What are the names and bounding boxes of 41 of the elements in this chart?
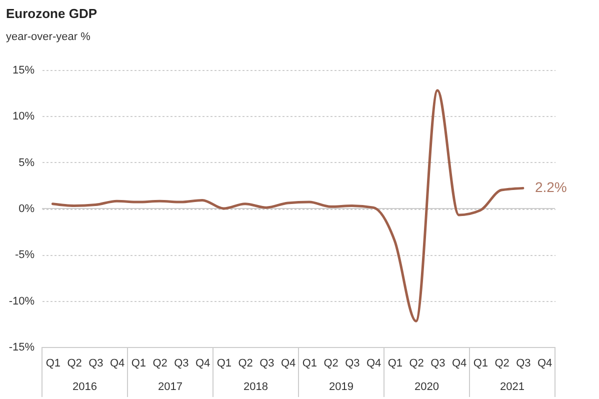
line-series bbox=[51, 89, 524, 322]
x-tick-label: Q1 bbox=[46, 358, 61, 370]
x-tick-label: Q4 bbox=[110, 358, 125, 370]
text: 2020 bbox=[414, 381, 439, 393]
x-tick-label: Q2 bbox=[238, 358, 253, 370]
y-tick-label: 15% bbox=[12, 64, 35, 76]
x-tick-label: Q1 bbox=[473, 358, 488, 370]
x-tick-label: Q1 bbox=[131, 358, 146, 370]
x-tick-label: Q3 bbox=[260, 358, 274, 370]
x-tick-label: Q4 bbox=[280, 358, 296, 370]
text: 2018 bbox=[244, 381, 268, 393]
x-tick-label: Q4 bbox=[195, 358, 210, 370]
y-tick-label: 0% bbox=[18, 203, 35, 215]
x-tick-label: Q3 bbox=[345, 358, 360, 370]
y-tick-label: -5% bbox=[14, 249, 35, 262]
x-tick-label: Q3 bbox=[430, 358, 446, 370]
x-tick-label: Q2 bbox=[409, 358, 424, 370]
text: 2016 bbox=[72, 381, 97, 393]
x-tick-label: Q1 bbox=[388, 358, 403, 370]
y-tick-label: 10% bbox=[12, 110, 35, 123]
text: 2017 bbox=[158, 381, 182, 393]
x-tick-label: Q4 bbox=[452, 358, 467, 370]
chart-subtitle: year-over-year % bbox=[6, 31, 91, 43]
y-tick-label: -10% bbox=[8, 295, 35, 308]
x-tick-label: Q4 bbox=[366, 358, 382, 370]
x-tick-label: Q2 bbox=[67, 358, 82, 370]
x-tick-label: Q1 bbox=[302, 358, 318, 370]
data-label: 2.2% bbox=[534, 179, 567, 196]
x-tick-label: Q3 bbox=[88, 358, 104, 370]
y-tick-label: 5% bbox=[18, 156, 35, 169]
x-tick-label: Q2 bbox=[152, 358, 168, 370]
text: 2019 bbox=[329, 381, 354, 393]
x-tick-label: Q1 bbox=[216, 358, 232, 370]
text: 2021 bbox=[500, 381, 524, 393]
x-tick-label: Q3 bbox=[174, 358, 189, 370]
x-tick-label: Q4 bbox=[537, 358, 552, 370]
x-tick-label: Q2 bbox=[324, 358, 338, 370]
chart-title: Eurozone GDP bbox=[6, 6, 98, 21]
y-tick-label: -15% bbox=[8, 342, 35, 354]
x-tick-label: Q3 bbox=[516, 358, 531, 370]
x-tick-label: Q2 bbox=[494, 358, 510, 370]
